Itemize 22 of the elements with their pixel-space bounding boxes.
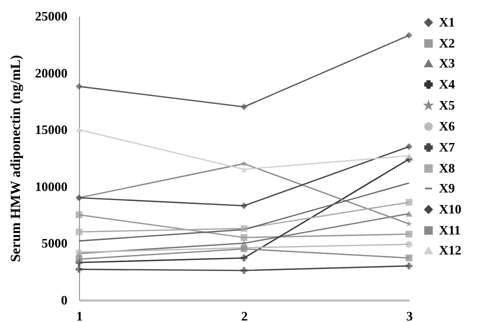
legend-label: X12 <box>439 242 462 258</box>
x-tick-label: 1 <box>76 308 83 322</box>
legend-label: X5 <box>439 98 456 112</box>
legend-label: X9 <box>439 180 456 196</box>
y-tick-label: 25000 <box>35 8 68 24</box>
legend-label: X10 <box>439 202 462 216</box>
y-tick-label: 0 <box>61 292 68 308</box>
x-tick-label: 2 <box>241 308 248 322</box>
legend-label: X11 <box>439 222 461 238</box>
y-tick-label: 20000 <box>35 65 68 80</box>
legend-label: X4 <box>439 76 456 92</box>
x-tick-label: 3 <box>406 308 414 322</box>
legend-label: X8 <box>439 160 456 176</box>
legend-label: X1 <box>439 14 455 30</box>
legend-label: X7 <box>439 140 456 154</box>
y-tick-label: 15000 <box>35 122 68 138</box>
y-axis-title: Serum HMW adiponectin (ng/mL) <box>9 54 24 262</box>
legend-label: X2 <box>439 36 455 50</box>
legend-label: X3 <box>439 56 456 70</box>
legend-label: X6 <box>439 118 456 134</box>
y-tick-label: 5000 <box>42 236 68 251</box>
y-tick-label: 10000 <box>35 178 68 194</box>
